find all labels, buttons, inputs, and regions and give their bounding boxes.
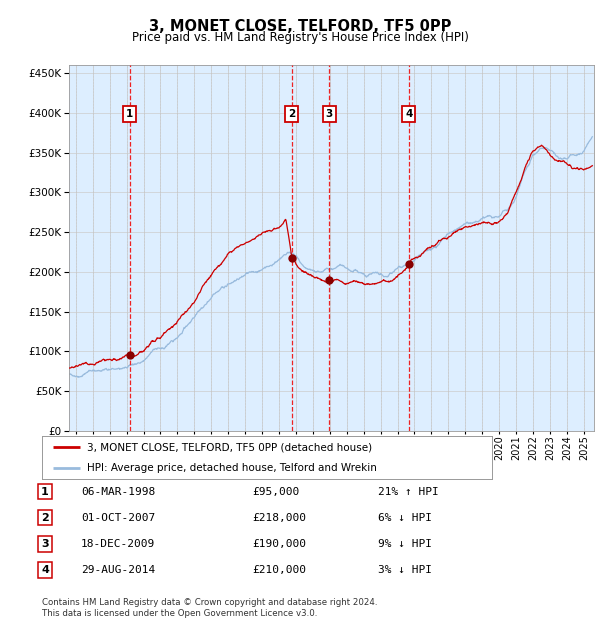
Text: 18-DEC-2009: 18-DEC-2009 xyxy=(81,539,155,549)
Text: 9% ↓ HPI: 9% ↓ HPI xyxy=(378,539,432,549)
Text: 2: 2 xyxy=(288,109,295,120)
Text: 4: 4 xyxy=(41,565,49,575)
Text: 3: 3 xyxy=(326,109,333,120)
Text: £210,000: £210,000 xyxy=(252,565,306,575)
Text: 6% ↓ HPI: 6% ↓ HPI xyxy=(378,513,432,523)
Text: Price paid vs. HM Land Registry's House Price Index (HPI): Price paid vs. HM Land Registry's House … xyxy=(131,31,469,44)
Text: 06-MAR-1998: 06-MAR-1998 xyxy=(81,487,155,497)
Text: 3, MONET CLOSE, TELFORD, TF5 0PP: 3, MONET CLOSE, TELFORD, TF5 0PP xyxy=(149,19,451,33)
Text: 01-OCT-2007: 01-OCT-2007 xyxy=(81,513,155,523)
Text: This data is licensed under the Open Government Licence v3.0.: This data is licensed under the Open Gov… xyxy=(42,609,317,618)
Text: 21% ↑ HPI: 21% ↑ HPI xyxy=(378,487,439,497)
Text: £218,000: £218,000 xyxy=(252,513,306,523)
Text: HPI: Average price, detached house, Telford and Wrekin: HPI: Average price, detached house, Telf… xyxy=(87,463,377,473)
Text: 29-AUG-2014: 29-AUG-2014 xyxy=(81,565,155,575)
Text: Contains HM Land Registry data © Crown copyright and database right 2024.: Contains HM Land Registry data © Crown c… xyxy=(42,598,377,607)
Text: 3, MONET CLOSE, TELFORD, TF5 0PP (detached house): 3, MONET CLOSE, TELFORD, TF5 0PP (detach… xyxy=(87,442,372,452)
Text: £95,000: £95,000 xyxy=(252,487,299,497)
Text: 3: 3 xyxy=(41,539,49,549)
Text: 4: 4 xyxy=(405,109,412,120)
Text: 1: 1 xyxy=(126,109,133,120)
Text: 3% ↓ HPI: 3% ↓ HPI xyxy=(378,565,432,575)
Text: £190,000: £190,000 xyxy=(252,539,306,549)
Text: 2: 2 xyxy=(41,513,49,523)
Text: 1: 1 xyxy=(41,487,49,497)
